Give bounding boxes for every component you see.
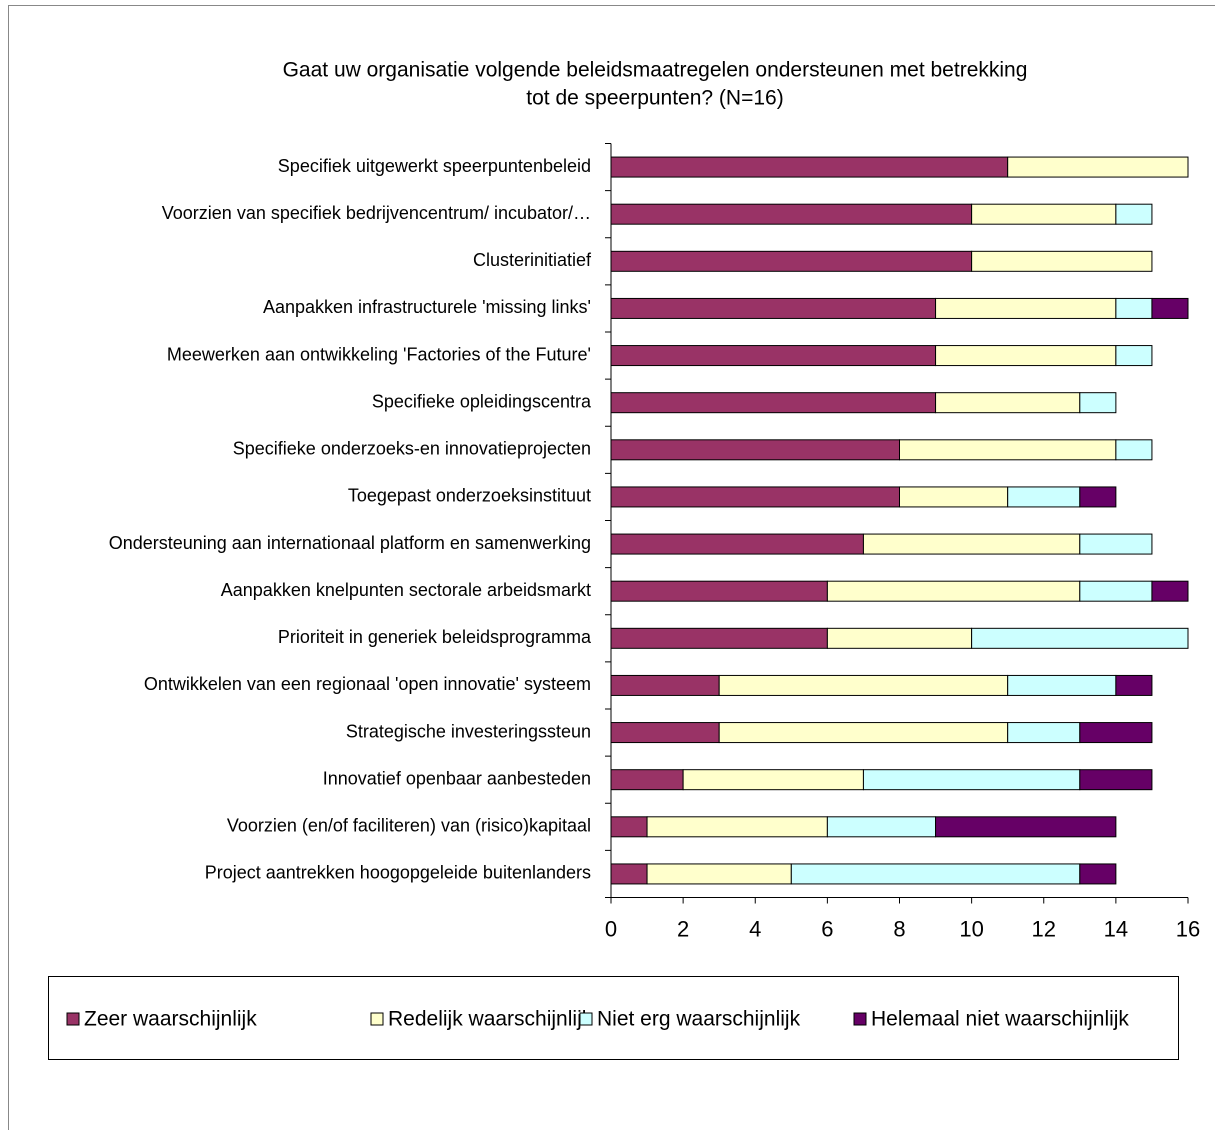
bar-segment xyxy=(1115,345,1153,367)
bar-segment xyxy=(1115,203,1153,225)
bar-segment xyxy=(1079,863,1117,885)
bar-segment xyxy=(610,486,900,508)
x-tick-label: 4 xyxy=(749,916,761,941)
legend-label: Helemaal niet waarschijnlijk xyxy=(871,1008,1129,1031)
bar-segment xyxy=(1007,722,1081,744)
bar-segment xyxy=(790,863,1081,885)
bar-segment xyxy=(935,816,1117,838)
bar-segment xyxy=(1115,674,1153,696)
bar-segment xyxy=(1115,297,1153,319)
bar-segment xyxy=(610,203,973,225)
y-tick-label: Clusterinitiatief xyxy=(473,250,592,270)
bar-segment xyxy=(1079,769,1153,791)
bar-segment xyxy=(718,674,1009,696)
bar-segment xyxy=(610,439,900,461)
bar-segment xyxy=(935,345,1117,367)
y-tick-label: Toegepast onderzoeksinstituut xyxy=(348,486,591,506)
bar-segment xyxy=(610,250,973,272)
bar-segment xyxy=(935,297,1117,319)
y-tick-label: Aanpakken infrastructurele 'missing link… xyxy=(263,297,591,317)
bar-segment xyxy=(1079,392,1117,414)
y-tick-label: Project aantrekken hoogopgeleide buitenl… xyxy=(205,863,591,883)
bar-segment xyxy=(610,722,720,744)
chart-frame xyxy=(8,5,1215,1130)
y-tick-label: Aanpakken knelpunten sectorale arbeidsma… xyxy=(221,580,591,600)
bar-segment xyxy=(971,250,1153,272)
bar-segment xyxy=(1007,486,1081,508)
x-tick-label: 12 xyxy=(1032,916,1056,941)
bar-segment xyxy=(899,486,1009,508)
y-tick-label: Specifieke opleidingscentra xyxy=(372,391,592,411)
chart-title: Gaat uw organisatie volgende beleidsmaat… xyxy=(283,59,1028,82)
x-tick-label: 0 xyxy=(605,916,617,941)
legend-label: Zeer waarschijnlijk xyxy=(84,1008,257,1031)
bar-segment xyxy=(935,392,1081,414)
bar-segment xyxy=(610,816,648,838)
legend-label: Redelijk waarschijnlijk xyxy=(388,1008,593,1031)
bar-segment xyxy=(1115,439,1153,461)
legend-swatch xyxy=(370,1012,384,1026)
x-tick-label: 8 xyxy=(893,916,905,941)
bar-segment xyxy=(1079,486,1117,508)
y-tick-label: Specifieke onderzoeks-en innovatieprojec… xyxy=(233,439,591,459)
bar-segment xyxy=(610,580,828,602)
y-tick-label: Voorzien (en/of faciliteren) van (risico… xyxy=(227,816,591,836)
bar-segment xyxy=(826,580,1081,602)
bar-segment xyxy=(646,816,828,838)
bar-segment xyxy=(1151,297,1189,319)
bar-segment xyxy=(610,769,684,791)
bar-segment xyxy=(718,722,1009,744)
bar-segment xyxy=(826,627,973,649)
bar-segment xyxy=(610,674,720,696)
y-tick-label: Innovatief openbaar aanbesteden xyxy=(323,768,591,788)
bar-segment xyxy=(1007,674,1117,696)
bar-segment xyxy=(1079,722,1153,744)
bar-segment xyxy=(862,533,1081,555)
bar-segment xyxy=(646,863,792,885)
bar-segment xyxy=(1007,156,1189,178)
bar-segment xyxy=(610,533,864,555)
y-tick-label: Prioriteit in generiek beleidsprogramma xyxy=(278,627,592,647)
chart-title: tot de speerpunten? (N=16) xyxy=(526,87,783,110)
bar-segment xyxy=(826,816,937,838)
legend-label: Niet erg waarschijnlijk xyxy=(597,1008,801,1031)
y-tick-label: Ondersteuning aan internationaal platfor… xyxy=(109,533,591,553)
legend-swatch xyxy=(853,1012,867,1026)
bar-segment xyxy=(610,156,1009,178)
bar-segment xyxy=(610,297,937,319)
bar-segment xyxy=(682,769,864,791)
y-tick-label: Meewerken aan ontwikkeling 'Factories of… xyxy=(167,344,591,364)
x-tick-label: 14 xyxy=(1104,916,1128,941)
legend-box xyxy=(48,976,1179,1060)
bar-segment xyxy=(610,392,937,414)
y-tick-label: Ontwikkelen van een regionaal 'open inno… xyxy=(144,674,591,694)
bar-segment xyxy=(610,863,648,885)
bar-segment xyxy=(610,627,828,649)
legend-swatch xyxy=(66,1012,80,1026)
x-tick-label: 6 xyxy=(821,916,833,941)
bar-segment xyxy=(610,345,937,367)
bar-segment xyxy=(1151,580,1189,602)
bar-segment xyxy=(899,439,1117,461)
bar-segment xyxy=(1079,580,1153,602)
bar-segment xyxy=(1079,533,1153,555)
legend-swatch xyxy=(579,1012,593,1026)
x-tick-label: 10 xyxy=(959,916,983,941)
bar-segment xyxy=(862,769,1081,791)
y-tick-label: Specifiek uitgewerkt speerpuntenbeleid xyxy=(278,156,591,176)
y-tick-label: Strategische investeringssteun xyxy=(346,721,591,741)
bar-segment xyxy=(971,627,1189,649)
x-tick-label: 2 xyxy=(677,916,689,941)
x-tick-label: 16 xyxy=(1176,916,1200,941)
y-tick-label: Voorzien van specifiek bedrijvencentrum/… xyxy=(162,203,591,223)
bar-segment xyxy=(971,203,1117,225)
